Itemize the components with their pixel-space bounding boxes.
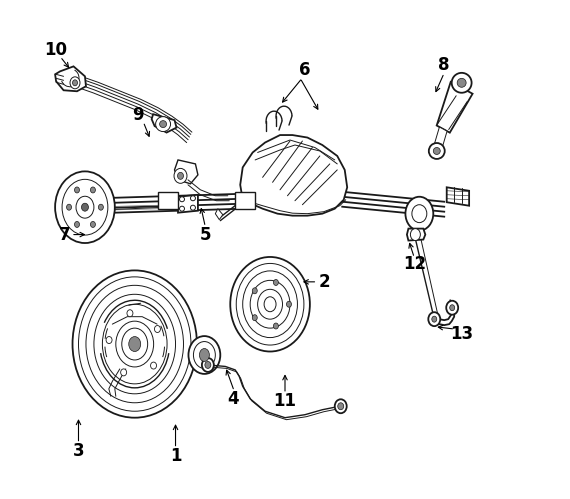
Ellipse shape <box>67 204 71 210</box>
Ellipse shape <box>190 196 196 201</box>
Text: 1: 1 <box>170 447 181 465</box>
Ellipse shape <box>451 73 471 93</box>
Ellipse shape <box>410 229 420 241</box>
Ellipse shape <box>287 301 291 307</box>
Text: 12: 12 <box>403 255 426 273</box>
Ellipse shape <box>190 205 196 210</box>
Ellipse shape <box>433 148 440 155</box>
Text: 6: 6 <box>299 61 311 79</box>
Ellipse shape <box>75 222 79 228</box>
Ellipse shape <box>75 187 79 193</box>
Polygon shape <box>215 209 223 220</box>
Polygon shape <box>174 160 198 184</box>
Ellipse shape <box>205 361 211 368</box>
Text: 4: 4 <box>227 390 239 408</box>
Polygon shape <box>433 127 447 153</box>
Ellipse shape <box>82 203 88 211</box>
Ellipse shape <box>274 323 278 329</box>
Ellipse shape <box>127 310 133 317</box>
Ellipse shape <box>72 270 197 418</box>
Polygon shape <box>447 187 469 206</box>
Ellipse shape <box>72 80 78 86</box>
Ellipse shape <box>258 289 283 319</box>
Ellipse shape <box>202 358 214 372</box>
Polygon shape <box>55 66 86 91</box>
Text: 8: 8 <box>438 56 450 74</box>
Ellipse shape <box>76 196 94 218</box>
Ellipse shape <box>253 288 257 294</box>
Polygon shape <box>178 195 198 213</box>
Ellipse shape <box>91 222 95 228</box>
Ellipse shape <box>121 369 127 376</box>
Ellipse shape <box>274 279 278 285</box>
Text: 10: 10 <box>44 41 68 59</box>
Polygon shape <box>158 192 178 209</box>
Ellipse shape <box>106 336 112 343</box>
Ellipse shape <box>174 168 187 183</box>
Text: 7: 7 <box>59 226 71 244</box>
Ellipse shape <box>338 403 344 410</box>
Text: 11: 11 <box>274 392 296 410</box>
Ellipse shape <box>156 117 170 132</box>
Ellipse shape <box>450 305 455 311</box>
Ellipse shape <box>154 325 160 332</box>
Polygon shape <box>437 82 473 133</box>
Text: 9: 9 <box>132 106 144 124</box>
Ellipse shape <box>253 315 257 321</box>
Ellipse shape <box>446 301 458 315</box>
Ellipse shape <box>129 337 141 351</box>
Ellipse shape <box>55 171 115 243</box>
Ellipse shape <box>160 121 166 128</box>
Ellipse shape <box>180 197 185 202</box>
Ellipse shape <box>405 197 433 231</box>
Polygon shape <box>407 229 425 241</box>
Ellipse shape <box>200 348 209 361</box>
Text: 13: 13 <box>450 325 473 343</box>
Ellipse shape <box>150 362 157 369</box>
Ellipse shape <box>91 187 95 193</box>
Polygon shape <box>240 135 347 216</box>
Text: 2: 2 <box>319 273 331 291</box>
Ellipse shape <box>99 204 103 210</box>
Ellipse shape <box>429 143 445 159</box>
Ellipse shape <box>428 312 440 326</box>
Polygon shape <box>235 192 255 209</box>
Ellipse shape <box>70 77 80 89</box>
Ellipse shape <box>335 399 347 413</box>
Text: 3: 3 <box>73 442 84 460</box>
Ellipse shape <box>189 336 221 374</box>
Ellipse shape <box>230 257 310 351</box>
Ellipse shape <box>116 321 154 367</box>
Ellipse shape <box>457 78 466 87</box>
Ellipse shape <box>432 316 437 322</box>
Polygon shape <box>152 114 177 133</box>
Text: 5: 5 <box>200 226 211 244</box>
Ellipse shape <box>177 172 184 179</box>
Ellipse shape <box>180 206 185 211</box>
